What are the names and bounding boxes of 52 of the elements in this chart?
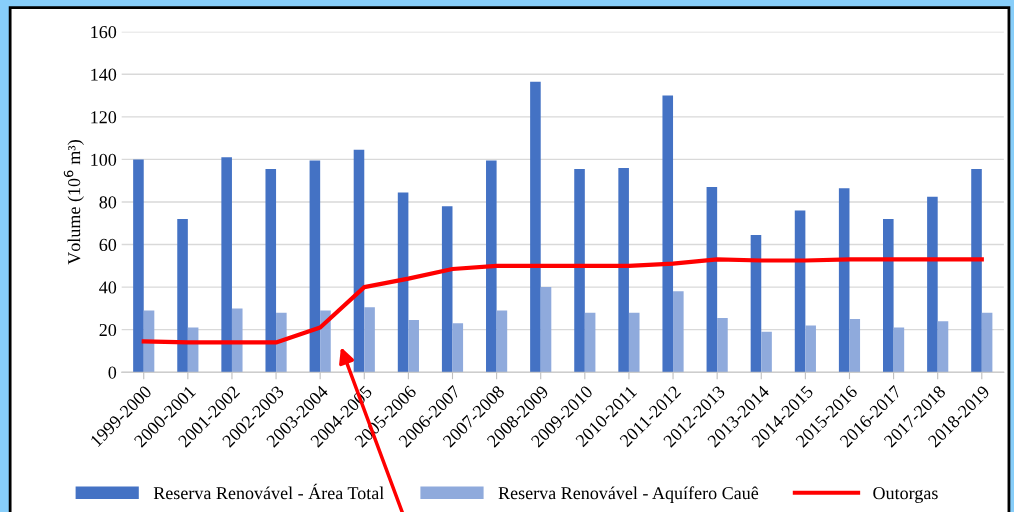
bar bbox=[496, 310, 508, 373]
bar bbox=[981, 312, 993, 373]
line-series bbox=[141, 257, 984, 345]
bar bbox=[706, 187, 718, 373]
bar bbox=[628, 312, 640, 373]
bar bbox=[662, 95, 674, 373]
legend-label: Reserva Renovável - Aquífero Cauê bbox=[498, 486, 759, 503]
bar bbox=[838, 188, 850, 373]
bar bbox=[353, 149, 365, 373]
y-axis-title: Volume (10$^{6}$ m³) bbox=[63, 140, 84, 265]
bar bbox=[927, 196, 938, 373]
bar bbox=[540, 287, 552, 373]
bar bbox=[849, 319, 861, 373]
bar bbox=[231, 308, 243, 373]
y-tick-label: 100 bbox=[91, 153, 117, 166]
y-tick-label: 120 bbox=[91, 111, 117, 124]
bar bbox=[408, 320, 419, 373]
bar bbox=[177, 219, 188, 373]
bar bbox=[133, 159, 144, 373]
bar bbox=[320, 310, 331, 373]
y-tick-label: 60 bbox=[99, 238, 117, 251]
y-tick-label: 20 bbox=[99, 323, 117, 337]
bar bbox=[530, 81, 541, 373]
bar bbox=[618, 167, 629, 373]
y-tick-label: 40 bbox=[99, 281, 117, 294]
bar bbox=[265, 169, 277, 373]
bar bbox=[761, 331, 772, 373]
bar bbox=[893, 327, 905, 373]
bar bbox=[717, 317, 728, 373]
bar bbox=[937, 321, 949, 373]
bar bbox=[574, 169, 585, 373]
bar bbox=[673, 291, 684, 373]
bar bbox=[486, 160, 497, 373]
bar bbox=[276, 312, 287, 373]
legend-label: Outorgas bbox=[873, 487, 938, 503]
bar bbox=[584, 312, 596, 373]
bar bbox=[452, 323, 464, 373]
bar bbox=[971, 169, 982, 373]
legend-label: Reserva Renovável - Área Total bbox=[153, 483, 384, 500]
bar bbox=[883, 219, 894, 373]
bar bbox=[221, 157, 232, 373]
bar bbox=[397, 192, 409, 373]
bar bbox=[441, 206, 453, 373]
y-tick-label: 0 bbox=[108, 366, 117, 379]
bar bbox=[364, 307, 375, 373]
y-tick-label: 80 bbox=[99, 196, 117, 209]
y-tick-label: 140 bbox=[91, 68, 117, 81]
bar bbox=[805, 325, 816, 373]
bar bbox=[794, 210, 806, 373]
bar bbox=[309, 160, 321, 373]
y-tick-label: 160 bbox=[91, 26, 117, 39]
bar bbox=[750, 234, 762, 373]
